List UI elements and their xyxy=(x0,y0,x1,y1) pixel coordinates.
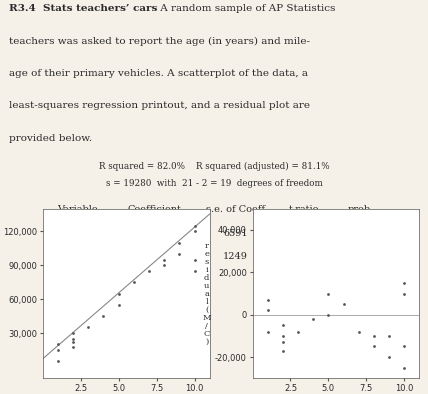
Point xyxy=(131,279,137,285)
Point xyxy=(371,343,377,349)
Point xyxy=(70,336,77,342)
Point xyxy=(54,358,61,364)
Point xyxy=(264,297,271,303)
Point xyxy=(115,290,122,297)
Point xyxy=(161,256,168,263)
Point xyxy=(310,316,317,322)
Point xyxy=(386,333,392,339)
Text: R3.4  Stats teachers’ cars: R3.4 Stats teachers’ cars xyxy=(9,4,157,13)
Point xyxy=(70,344,77,350)
Text: prob: prob xyxy=(348,205,371,214)
Point xyxy=(54,347,61,353)
Text: s = 19280  with  21 - 2 = 19  degrees of freedom: s = 19280 with 21 - 2 = 19 degrees of fr… xyxy=(106,179,322,188)
Point xyxy=(340,301,347,307)
Point xyxy=(191,268,198,274)
Point xyxy=(191,256,198,263)
Point xyxy=(146,268,152,274)
Text: s.e. of Coeff: s.e. of Coeff xyxy=(206,205,265,214)
Point xyxy=(176,240,183,246)
Text: A random sample of AP Statistics: A random sample of AP Statistics xyxy=(157,4,335,13)
Point xyxy=(325,312,332,318)
Point xyxy=(401,280,408,286)
Point xyxy=(70,339,77,345)
Text: 1.11: 1.11 xyxy=(293,229,315,238)
Point xyxy=(264,329,271,335)
Text: <0.2826: <0.2826 xyxy=(339,229,380,238)
Point xyxy=(191,223,198,229)
Text: R squared = 82.0%    R squared (adjusted) = 81.1%: R squared = 82.0% R squared (adjusted) =… xyxy=(99,162,329,171)
Point xyxy=(386,354,392,360)
Text: teachers was asked to report the age (in years) and mile-: teachers was asked to report the age (in… xyxy=(9,37,309,46)
Point xyxy=(54,341,61,348)
Text: Variable: Variable xyxy=(57,205,97,214)
Text: <0.0001: <0.0001 xyxy=(339,252,380,261)
Point xyxy=(100,313,107,319)
Y-axis label: r
e
s
i
d
u
a
l
(
M
/
C
): r e s i d u a l ( M / C ) xyxy=(202,242,211,346)
Point xyxy=(70,330,77,336)
Text: Coefficient: Coefficient xyxy=(127,205,181,214)
Text: t-ratio: t-ratio xyxy=(288,205,319,214)
Text: Car age: Car age xyxy=(58,252,96,261)
Text: 9.31: 9.31 xyxy=(293,252,315,261)
Point xyxy=(279,348,286,354)
Point xyxy=(401,290,408,297)
Text: least-squares regression printout, and a residual plot are: least-squares regression printout, and a… xyxy=(9,102,309,110)
Point xyxy=(325,290,332,297)
Point xyxy=(115,302,122,308)
Text: 1249: 1249 xyxy=(223,252,248,261)
Point xyxy=(371,333,377,339)
Text: provided below.: provided below. xyxy=(9,134,92,143)
Point xyxy=(294,329,301,335)
Point xyxy=(279,333,286,339)
Text: 6591: 6591 xyxy=(223,229,248,238)
Point xyxy=(191,228,198,234)
Point xyxy=(279,322,286,329)
Point xyxy=(279,339,286,346)
Point xyxy=(161,262,168,268)
Text: 11630.6: 11630.6 xyxy=(134,252,174,261)
Text: 7288.54: 7288.54 xyxy=(134,229,174,238)
Point xyxy=(355,329,362,335)
Point xyxy=(401,343,408,349)
Text: Constant: Constant xyxy=(55,229,99,238)
Text: age of their primary vehicles. A scatterplot of the data, a: age of their primary vehicles. A scatter… xyxy=(9,69,308,78)
Point xyxy=(176,251,183,257)
Point xyxy=(85,324,92,331)
Point xyxy=(264,307,271,314)
Point xyxy=(401,364,408,371)
